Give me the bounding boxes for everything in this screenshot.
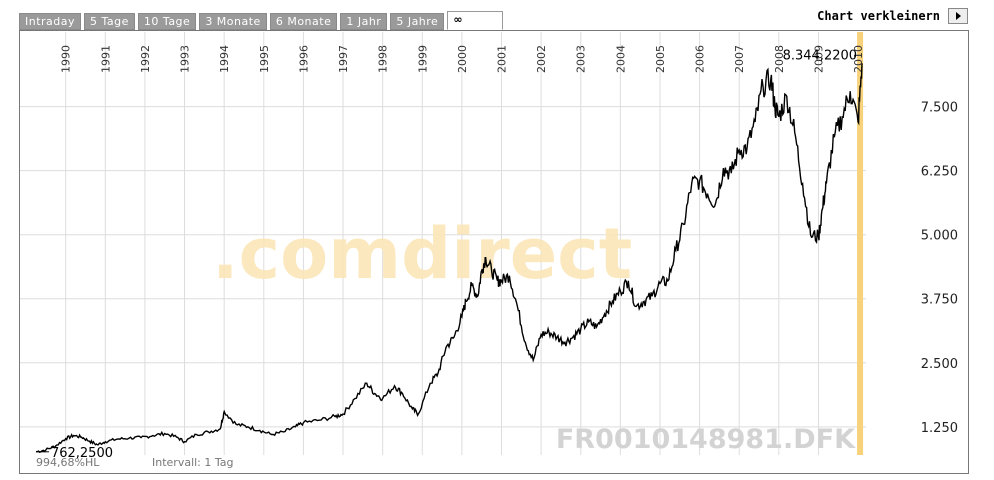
annotations: 762,2500 8.344,2200 bbox=[35, 48, 857, 461]
y-tick-label: 1.250 bbox=[921, 421, 958, 436]
x-tick-label: 2009 bbox=[812, 45, 825, 73]
annotation-label: 762,2500 bbox=[51, 446, 113, 461]
x-tick-label: 2007 bbox=[733, 45, 746, 73]
x-tick-label: 1990 bbox=[60, 45, 73, 73]
current-range-highlight bbox=[857, 32, 864, 455]
x-tick-label: 2000 bbox=[456, 45, 469, 73]
y-tick-label: 2.500 bbox=[921, 357, 958, 372]
series-line bbox=[35, 63, 863, 454]
x-tick-label: 1993 bbox=[179, 45, 192, 73]
y-tick-label: 5.000 bbox=[921, 229, 958, 244]
x-tick-label: 2002 bbox=[535, 45, 548, 73]
x-tick-label: 2004 bbox=[614, 45, 627, 73]
x-tick-label: 1996 bbox=[297, 45, 310, 73]
play-arrow-icon[interactable] bbox=[948, 8, 968, 24]
x-tick-label: 2001 bbox=[496, 45, 509, 73]
footer-scale: 994,68%HL bbox=[36, 456, 100, 469]
watermark-symbol: FR0010148981.DFK bbox=[556, 424, 856, 455]
footer-interval: Intervall: 1 Tag bbox=[152, 456, 234, 469]
x-tick-label: 2008 bbox=[773, 45, 786, 73]
y-axis-ticks: 1.250 2.500 3.750 5.000 6.250 7.500 bbox=[921, 101, 958, 436]
tab-1-jahr[interactable]: 1 Jahr bbox=[340, 13, 388, 30]
y-tick-label: 3.750 bbox=[921, 293, 958, 308]
x-tick-label: 1991 bbox=[99, 45, 112, 73]
tab-max[interactable]: ∞ bbox=[447, 11, 504, 30]
chart-toggle[interactable]: Chart verkleinern bbox=[817, 8, 968, 24]
tab-10-tage[interactable]: 10 Tage bbox=[137, 13, 197, 30]
x-tick-label: 2003 bbox=[575, 45, 588, 73]
chart-frame bbox=[19, 30, 969, 474]
x-tick-label: 1998 bbox=[377, 45, 390, 73]
x-tick-label: 1999 bbox=[416, 45, 429, 73]
chart-verkleinern-link[interactable]: Chart verkleinern bbox=[817, 9, 940, 23]
x-tick-label: 1994 bbox=[218, 45, 231, 73]
y-tick-label: 6.250 bbox=[921, 165, 958, 180]
period-tabs: Intraday 5 Tage 10 Tage 3 Monate 6 Monat… bbox=[19, 11, 506, 30]
x-axis-ticks: 1990 1991 1992 1993 1994 1995 1996 1997 1998 1999… bbox=[60, 45, 865, 73]
tab-5-tage[interactable]: 5 Tage bbox=[84, 13, 135, 30]
grid bbox=[20, 32, 866, 455]
x-tick-label: 1995 bbox=[258, 45, 271, 73]
x-tick-label: 2005 bbox=[654, 45, 667, 73]
watermark-brand: .comdirect bbox=[212, 213, 632, 295]
tab-5-jahre[interactable]: 5 Jahre bbox=[390, 13, 445, 30]
tab-3-monate[interactable]: 3 Monate bbox=[199, 13, 267, 30]
y-tick-label: 7.500 bbox=[921, 101, 958, 116]
annotation-label: 8.344,2200 bbox=[783, 48, 857, 63]
tab-6-monate[interactable]: 6 Monate bbox=[269, 13, 338, 30]
x-tick-label: 2006 bbox=[694, 45, 707, 73]
x-tick-label: 1992 bbox=[139, 45, 152, 73]
tab-intraday[interactable]: Intraday bbox=[19, 13, 82, 30]
x-tick-label: 1997 bbox=[337, 45, 350, 73]
